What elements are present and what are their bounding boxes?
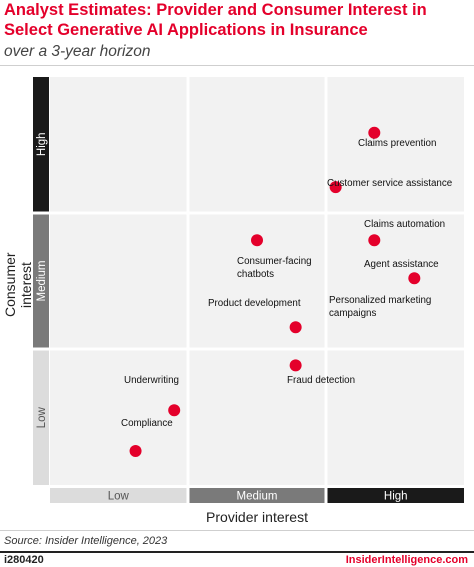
- point-underwriting: [168, 404, 181, 417]
- quadrant-cell-1-2: [327, 214, 464, 348]
- x-axis-title: Provider interest: [206, 509, 308, 525]
- y-band-high: [33, 77, 49, 212]
- label-customer-service: Customer service assistance: [327, 178, 453, 189]
- quadrant-grid: [50, 77, 464, 485]
- quadrant-cell-2-0: [50, 350, 187, 485]
- point-fraud-detection: [289, 359, 302, 372]
- brand-link[interactable]: InsiderIntelligence.com: [345, 554, 468, 566]
- label-compliance: Compliance: [121, 418, 173, 429]
- title-divider: [0, 65, 474, 66]
- label-claims-automation: Claims automation: [364, 219, 445, 230]
- x-band-high: [327, 488, 464, 503]
- x-tick-medium: Medium: [237, 491, 278, 503]
- point-compliance: [129, 445, 142, 457]
- point-labels: Claims prevention Customer service assis…: [121, 138, 453, 429]
- x-tick-low: Low: [108, 491, 130, 503]
- x-tick-high: High: [384, 491, 408, 503]
- chart-subtitle: over a 3-year horizon: [4, 43, 151, 60]
- point-agent-assistance: [408, 272, 421, 285]
- label-agent-assistance: Agent assistance: [364, 259, 439, 270]
- quadrant-chart: Low Medium High Low Medium High Claims preven…: [33, 77, 464, 503]
- label-product-development: Product development: [208, 298, 301, 309]
- y-axis-title: Consumer interest: [2, 252, 34, 318]
- quadrant-cell-2-1: [189, 350, 325, 485]
- chart-title: Analyst Estimates: Provider and Consumer…: [4, 1, 427, 39]
- label-claims-prevention: Claims prevention: [358, 138, 436, 149]
- quadrant-cell-0-0: [50, 77, 187, 212]
- y-band-medium: [33, 214, 49, 348]
- source-divider: [0, 530, 474, 531]
- label-personalized-marketing-line1: Personalized marketing: [329, 295, 431, 306]
- y-tick-medium: Medium: [36, 261, 48, 302]
- quadrant-cell-1-0: [50, 214, 187, 348]
- x-band-low: [50, 488, 187, 503]
- footer-divider: [0, 551, 474, 553]
- point-claims-automation: [368, 234, 381, 247]
- point-product-development: [289, 321, 302, 334]
- point-consumer-facing-chatbots: [251, 234, 263, 247]
- y-tick-low: Low: [36, 407, 48, 429]
- category-bands: Low Medium High Low Medium High: [33, 77, 464, 503]
- quadrant-cell-0-1: [189, 77, 325, 212]
- label-underwriting: Underwriting: [124, 375, 179, 386]
- label-fraud-detection: Fraud detection: [287, 375, 355, 386]
- y-band-low: [33, 350, 49, 485]
- point-customer-service-assistance: [329, 181, 342, 194]
- point-claims-prevention: [368, 126, 381, 139]
- label-chatbots-line2: chatbots: [237, 269, 274, 280]
- x-band-medium: [189, 488, 325, 503]
- quadrant-cell-2-2: [327, 350, 464, 485]
- y-tick-high: High: [36, 132, 48, 156]
- chart-id: i280420: [4, 554, 44, 566]
- source-note: Source: Insider Intelligence, 2023: [4, 535, 168, 547]
- quadrant-cell-0-2: [327, 77, 464, 212]
- label-chatbots-line1: Consumer-facing: [237, 256, 312, 267]
- data-points: [129, 126, 421, 457]
- label-personalized-marketing-line2: campaigns: [329, 308, 376, 319]
